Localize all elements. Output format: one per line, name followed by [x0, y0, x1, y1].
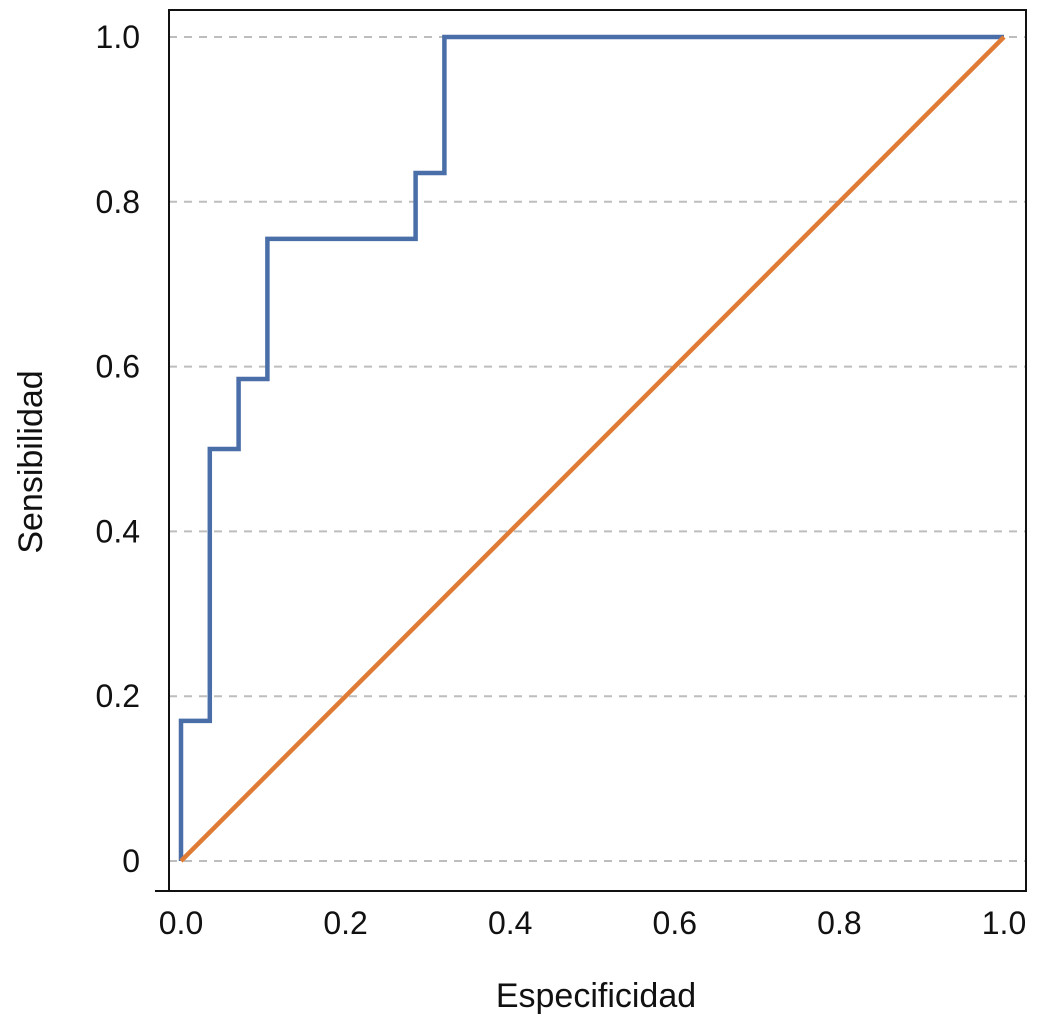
x-tick-label: 0.6 [653, 905, 697, 941]
gridlines [169, 36, 1026, 862]
x-tick-label: 1.0 [982, 905, 1026, 941]
x-axis-label: Especificidad [496, 977, 696, 1015]
x-tick-labels: 0.0 0.2 0.4 0.6 0.8 1.0 [159, 905, 1026, 941]
x-tick-label: 0.2 [323, 905, 367, 941]
y-tick-label: 0.4 [96, 513, 140, 549]
x-tick-label: 0.0 [159, 905, 203, 941]
y-tick-label: 0.6 [96, 349, 140, 385]
reference-diagonal-line [179, 35, 1006, 863]
y-axis-label: Sensibilidad [12, 370, 50, 553]
y-tick-label: 1.0 [96, 19, 140, 55]
series-layer [178, 34, 1006, 863]
y-tick-labels: 0 0.2 0.4 0.6 0.8 1.0 [96, 19, 140, 879]
y-tick-label: 0.8 [96, 184, 140, 220]
roc-curve-line [178, 34, 1004, 861]
x-tick-label: 0.8 [817, 905, 861, 941]
x-tick-label: 0.4 [488, 905, 532, 941]
y-tick-label: 0 [122, 843, 140, 879]
y-tick-label: 0.2 [96, 678, 140, 714]
